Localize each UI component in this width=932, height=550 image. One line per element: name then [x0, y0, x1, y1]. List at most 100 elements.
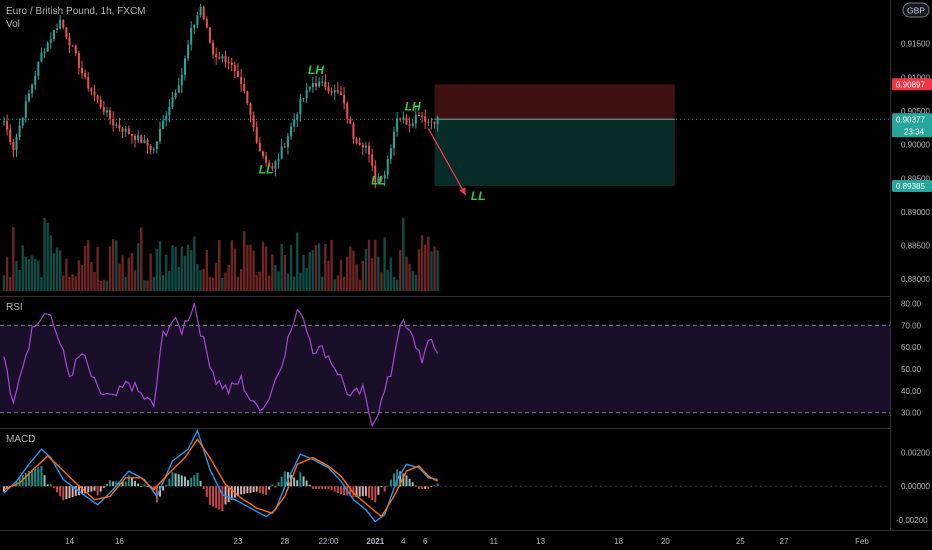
macd-histogram-bar — [243, 486, 246, 494]
macd-histogram-bar — [315, 486, 317, 489]
volume-bar — [221, 278, 224, 291]
candle-body — [402, 117, 405, 120]
macd-tick-label: -0.00200 — [896, 516, 928, 525]
position-stop-zone[interactable] — [434, 84, 675, 120]
candle-body — [165, 115, 168, 121]
candle-body — [243, 84, 246, 92]
candle-body — [15, 137, 18, 151]
rsi-axis[interactable]: 80.00 70.00 60.00 50.00 40.00 30.00 — [901, 300, 922, 418]
macd-histogram-bar — [255, 486, 258, 492]
macd-histogram-bar — [71, 486, 74, 498]
volume-bar — [305, 267, 308, 291]
time-tick-label: 25 — [736, 537, 745, 546]
volume-bar — [199, 270, 202, 291]
projection-arrow-head — [459, 187, 466, 196]
swing-label-lh[interactable]: LH — [308, 63, 324, 77]
macd-histogram-bar — [212, 486, 215, 507]
swing-label-ll[interactable]: LL — [259, 163, 274, 177]
candle-body — [399, 118, 402, 120]
candle-body — [368, 145, 371, 155]
candle-body — [81, 67, 83, 74]
swing-label-ll[interactable]: LL — [371, 173, 386, 187]
candle-body — [159, 129, 161, 142]
candle-body — [424, 116, 427, 122]
volume-bar — [274, 264, 277, 291]
macd-axis[interactable]: 0.00200 0.00000 -0.00200 — [896, 449, 930, 525]
candle-body — [140, 135, 143, 144]
candle-body — [386, 158, 389, 175]
time-axis[interactable]: 14 16 23 28 22:00 2021 4 6 11 13 18 20 25 27 Feb — [65, 537, 869, 546]
macd-histogram-bar — [349, 486, 352, 497]
candle-body — [37, 61, 40, 76]
candle-body — [433, 121, 436, 124]
volume-bar — [43, 217, 46, 291]
macd-histogram-bar — [380, 486, 383, 488]
volume-bar — [283, 254, 286, 291]
volume-bar — [5, 257, 9, 291]
candle-body — [343, 94, 346, 104]
macd-signal-line — [3, 437, 439, 518]
macd-histogram-bar — [368, 486, 371, 498]
macd-histogram-bar — [115, 481, 118, 487]
macd-histogram-bar — [377, 486, 380, 495]
volume-bar — [227, 265, 230, 291]
macd-histogram-bar — [34, 468, 37, 487]
projection-arrow-line[interactable] — [427, 128, 467, 196]
candle-body — [96, 95, 99, 100]
macd-histogram-bar — [121, 481, 124, 487]
volume-bar — [65, 258, 68, 291]
macd-histogram-bar — [46, 484, 49, 487]
macd-histogram-bar — [134, 480, 137, 487]
swing-label-lh[interactable]: LH — [405, 99, 421, 113]
swing-annotations[interactable]: LH LL LL LH LL — [259, 63, 486, 203]
volume-bar — [52, 253, 56, 291]
candle-body — [330, 91, 333, 93]
volume-bar — [196, 263, 199, 291]
current-price-countdown-text: 23:34 — [904, 127, 925, 136]
volume-bar — [364, 248, 368, 291]
volume-bar — [174, 246, 177, 291]
price-tick-label: 0.89000 — [901, 208, 930, 217]
volume-bar — [299, 272, 302, 291]
candle-body — [52, 30, 55, 40]
candle-body — [324, 81, 327, 88]
volume-bar — [193, 236, 196, 291]
macd-histogram-bar — [433, 485, 436, 487]
currency-badge[interactable] — [902, 2, 930, 18]
volume-bar — [280, 243, 283, 291]
candle-body — [277, 158, 280, 162]
volume-bar — [224, 272, 227, 291]
volume-bar — [255, 274, 258, 291]
macd-histogram-bar — [277, 482, 280, 487]
macd-histogram-bar — [227, 486, 230, 503]
position-target-zone[interactable] — [434, 119, 675, 187]
candle-body — [84, 73, 87, 78]
volume-bars — [2, 217, 439, 291]
rsi-band-background — [0, 325, 890, 413]
macd-histogram-bar — [165, 484, 168, 487]
volume-bar — [77, 260, 81, 291]
macd-histogram-bar — [183, 476, 186, 487]
candle-body — [268, 162, 271, 167]
macd-histogram-bar — [24, 473, 27, 487]
volume-bar — [168, 270, 171, 291]
volume-bar — [208, 276, 212, 291]
volume-bar — [121, 255, 124, 291]
volume-bar — [377, 256, 380, 291]
candle-body — [299, 98, 302, 115]
candle-body — [9, 129, 12, 143]
macd-histogram-bar — [90, 486, 93, 492]
candle-body — [261, 151, 264, 157]
swing-label-ll[interactable]: LL — [471, 189, 486, 203]
candle-body — [283, 146, 286, 148]
candle-body — [177, 85, 180, 93]
rsi-line — [3, 303, 439, 428]
target-price-tag — [892, 180, 932, 193]
candle-body — [87, 77, 90, 89]
macd-histogram-bar — [81, 486, 83, 495]
price-tick-label: 0.91000 — [901, 73, 930, 82]
macd-histogram-bar — [302, 476, 305, 487]
price-axis[interactable]: 0.91500 0.91000 0.90500 0.90000 0.89500 0.890… — [901, 40, 930, 284]
macd-histogram-bar — [208, 486, 211, 506]
